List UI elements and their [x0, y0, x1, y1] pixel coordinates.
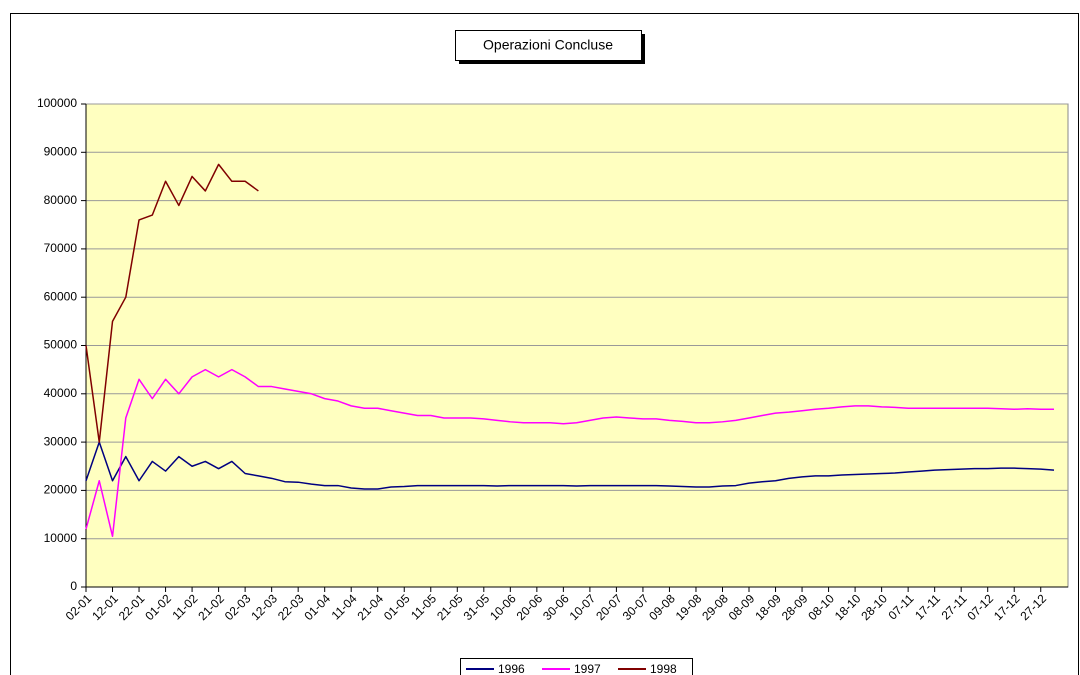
y-tick-label: 0	[70, 579, 77, 593]
y-tick-label: 90000	[44, 144, 78, 158]
legend-label: 1997	[574, 662, 601, 675]
legend-label: 1996	[498, 662, 525, 675]
legend-label: 1998	[650, 662, 677, 675]
y-tick-label: 100000	[37, 96, 77, 110]
y-tick-label: 40000	[44, 386, 78, 400]
series-line	[85, 441, 1055, 490]
legend: 1996 1997 1998	[460, 658, 693, 675]
y-tick-label: 50000	[44, 338, 78, 352]
series-line	[85, 368, 1054, 538]
series-line	[85, 163, 259, 443]
y-tick-label: 30000	[44, 434, 78, 448]
y-tick-label: 10000	[44, 531, 78, 545]
chart-title: Operazioni Concluse	[483, 37, 613, 53]
y-tick-label: 20000	[44, 483, 78, 497]
y-tick-label: 80000	[44, 193, 78, 207]
title-box	[455, 30, 642, 61]
y-tick-label: 70000	[44, 241, 78, 255]
y-tick-label: 60000	[44, 289, 78, 303]
legend-box	[460, 658, 693, 675]
